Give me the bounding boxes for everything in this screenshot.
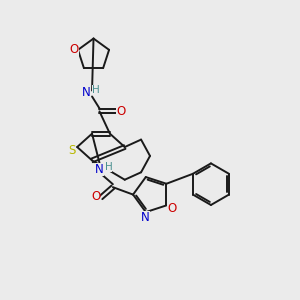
Text: N: N	[95, 163, 104, 176]
Text: N: N	[141, 211, 150, 224]
Text: O: O	[70, 43, 79, 56]
Text: N: N	[82, 85, 91, 98]
Text: H: H	[92, 85, 100, 95]
Text: H: H	[104, 162, 112, 172]
Text: O: O	[167, 202, 176, 215]
Text: O: O	[116, 105, 126, 118]
Text: S: S	[68, 144, 76, 157]
Text: O: O	[91, 190, 100, 202]
